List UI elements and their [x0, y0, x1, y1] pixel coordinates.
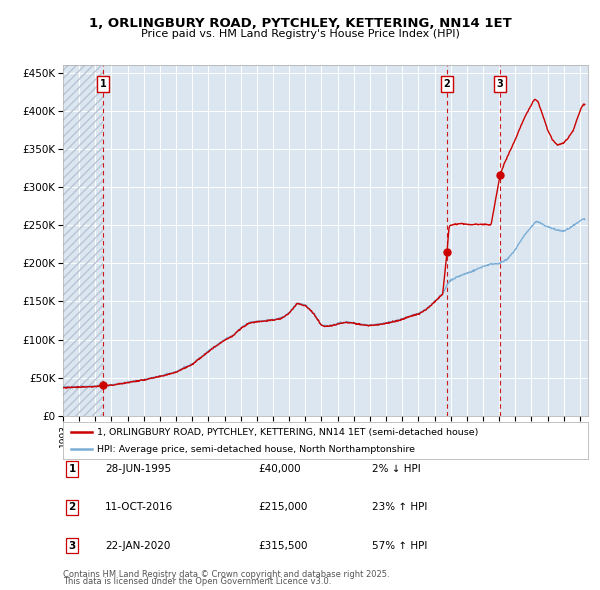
Text: Contains HM Land Registry data © Crown copyright and database right 2025.: Contains HM Land Registry data © Crown c… — [63, 571, 389, 579]
Text: 2: 2 — [68, 503, 76, 512]
Text: 3: 3 — [497, 79, 503, 89]
Text: 2: 2 — [443, 79, 451, 89]
Text: £315,500: £315,500 — [258, 541, 308, 550]
Text: Price paid vs. HM Land Registry's House Price Index (HPI): Price paid vs. HM Land Registry's House … — [140, 30, 460, 39]
Text: 22-JAN-2020: 22-JAN-2020 — [105, 541, 170, 550]
Text: £40,000: £40,000 — [258, 464, 301, 474]
Text: 1: 1 — [68, 464, 76, 474]
Text: 1: 1 — [100, 79, 107, 89]
Text: HPI: Average price, semi-detached house, North Northamptonshire: HPI: Average price, semi-detached house,… — [97, 445, 415, 454]
Text: This data is licensed under the Open Government Licence v3.0.: This data is licensed under the Open Gov… — [63, 578, 331, 586]
Text: 11-OCT-2016: 11-OCT-2016 — [105, 503, 173, 512]
Text: £215,000: £215,000 — [258, 503, 307, 512]
Text: 2% ↓ HPI: 2% ↓ HPI — [372, 464, 421, 474]
Text: 28-JUN-1995: 28-JUN-1995 — [105, 464, 171, 474]
Text: 23% ↑ HPI: 23% ↑ HPI — [372, 503, 427, 512]
Text: 1, ORLINGBURY ROAD, PYTCHLEY, KETTERING, NN14 1ET: 1, ORLINGBURY ROAD, PYTCHLEY, KETTERING,… — [89, 17, 511, 30]
Text: 57% ↑ HPI: 57% ↑ HPI — [372, 541, 427, 550]
Text: 3: 3 — [68, 541, 76, 550]
Text: 1, ORLINGBURY ROAD, PYTCHLEY, KETTERING, NN14 1ET (semi-detached house): 1, ORLINGBURY ROAD, PYTCHLEY, KETTERING,… — [97, 428, 479, 437]
